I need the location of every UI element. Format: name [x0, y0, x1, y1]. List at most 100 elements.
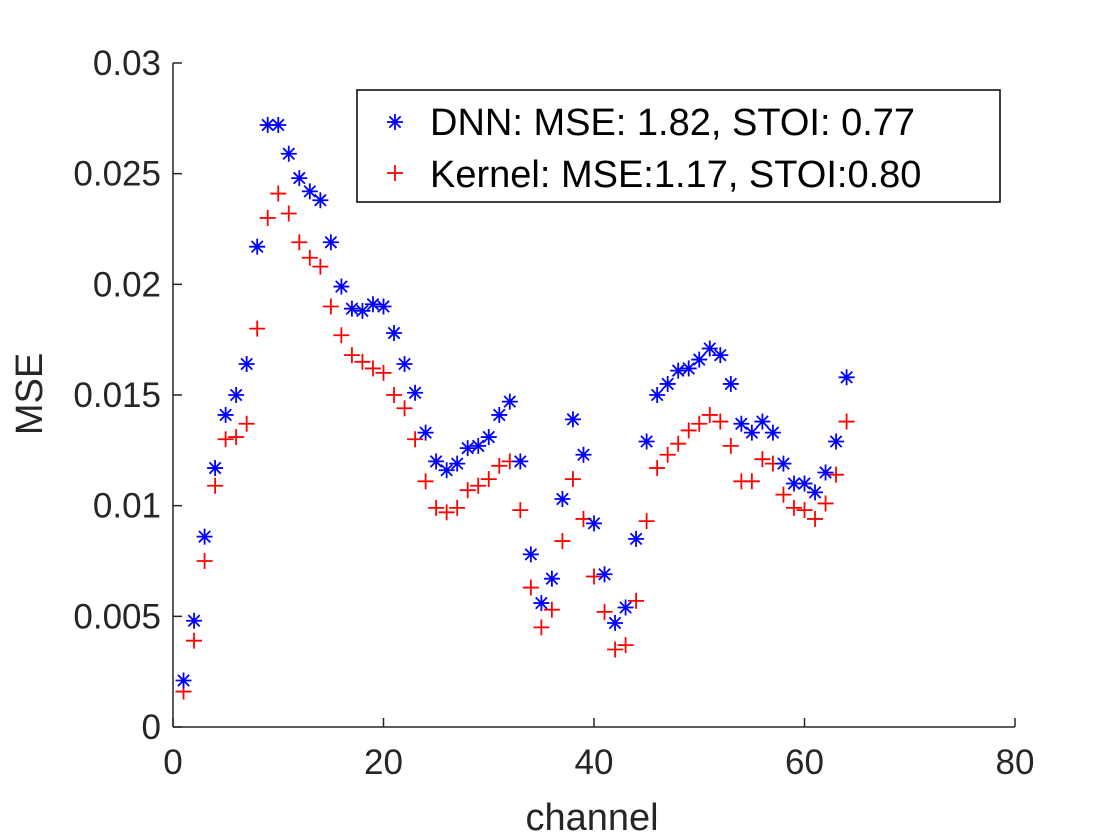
dnn-point — [417, 424, 434, 441]
kernel-point — [407, 431, 424, 448]
marker-stroke — [756, 415, 769, 428]
kernel-point — [754, 451, 771, 468]
kernel-point — [386, 387, 403, 403]
dnn-point — [659, 375, 676, 392]
marker-stroke — [240, 357, 253, 371]
marker-stroke — [566, 413, 580, 426]
y-tick-label: 0.005 — [73, 597, 161, 636]
dnn-point — [207, 460, 224, 477]
kernel-point — [775, 486, 792, 503]
dnn-point — [670, 362, 687, 379]
dnn-point — [343, 300, 360, 317]
dnn-point — [396, 356, 413, 373]
dnn-point — [607, 614, 624, 631]
kernel-point — [628, 592, 645, 609]
kernel-point — [186, 632, 203, 649]
marker-stroke — [377, 300, 390, 313]
kernel-point — [375, 364, 392, 381]
kernel-point — [396, 400, 413, 417]
kernel-point — [217, 431, 234, 448]
kernel-point — [743, 473, 760, 490]
marker-stroke — [587, 517, 601, 530]
marker-stroke — [303, 185, 317, 198]
kernel-point — [533, 619, 550, 636]
marker-stroke — [324, 235, 338, 249]
y-tick-label: 0.01 — [93, 487, 161, 526]
dnn-point — [554, 491, 571, 508]
dnn-point — [217, 406, 234, 423]
dnn-point — [586, 515, 602, 532]
x-axis-ticks: 0 20 40 60 80 — [163, 718, 1034, 782]
marker-stroke — [471, 439, 485, 453]
dnn-point — [596, 566, 613, 583]
dnn-point — [722, 375, 739, 392]
marker-stroke — [619, 601, 632, 614]
series-dnn — [175, 116, 855, 689]
marker-stroke — [419, 426, 432, 439]
kernel-point — [249, 320, 266, 337]
marker-stroke — [198, 530, 211, 543]
dnn-point — [291, 170, 308, 187]
dnn-point — [501, 393, 518, 410]
marker-stroke — [366, 297, 380, 311]
kernel-point — [438, 504, 455, 521]
kernel-point — [554, 533, 571, 550]
kernel-point — [817, 495, 834, 512]
marker-stroke — [840, 371, 853, 384]
dnn-point — [386, 325, 403, 342]
dnn-point — [680, 360, 697, 377]
legend-box — [356, 89, 1001, 203]
legend-plus-icon — [387, 165, 403, 181]
marker-stroke — [271, 118, 285, 132]
marker-stroke — [261, 118, 275, 132]
y-tick-label: 0.025 — [73, 155, 161, 194]
kernel-point — [586, 568, 602, 585]
x-tick-label: 40 — [575, 743, 614, 782]
kernel-point — [722, 437, 739, 454]
kernel-point — [480, 471, 497, 488]
kernel-point — [343, 347, 360, 364]
kernel-point — [607, 641, 624, 658]
marker-stroke — [692, 353, 706, 366]
dnn-point — [322, 234, 339, 251]
kernel-point — [701, 406, 718, 423]
kernel-point — [449, 499, 466, 516]
dnn-point — [280, 145, 297, 162]
dnn-point — [270, 116, 287, 133]
dnn-point — [375, 298, 392, 315]
dnn-point — [701, 340, 718, 357]
marker-stroke — [829, 435, 843, 448]
kernel-point — [270, 185, 287, 202]
dnn-point — [628, 530, 645, 547]
marker-stroke — [808, 486, 822, 499]
dnn-point — [364, 296, 381, 313]
kernel-point — [522, 579, 539, 596]
kernel-point — [807, 510, 824, 527]
marker-stroke — [293, 171, 306, 185]
marker-stroke — [250, 240, 264, 253]
y-tick-label: 0.02 — [93, 265, 161, 304]
marker-stroke — [408, 386, 422, 400]
kernel-point — [470, 477, 487, 494]
dnn-point — [733, 415, 750, 432]
marker-stroke — [629, 532, 643, 546]
dnn-point — [480, 429, 497, 446]
kernel-point — [312, 258, 329, 275]
dnn-point — [638, 433, 655, 450]
marker-stroke — [440, 463, 453, 477]
kernel-point — [649, 460, 666, 477]
legend: DNN: MSE: 1.82, STOI: 0.77 Kernel: MSE:1… — [356, 89, 1001, 203]
x-tick-label: 60 — [785, 743, 824, 782]
x-axis-label: channel — [525, 797, 658, 839]
kernel-point — [280, 205, 297, 222]
dnn-point — [691, 351, 708, 368]
y-tick-label: 0 — [142, 708, 161, 747]
kernel-point — [796, 502, 813, 519]
marker-stroke — [282, 147, 296, 161]
marker-stroke — [577, 448, 590, 462]
kernel-point — [322, 298, 339, 315]
marker-stroke — [208, 461, 222, 475]
marker-stroke — [787, 477, 801, 490]
legend-label-kernel: Kernel: MSE:1.17, STOI:0.80 — [430, 154, 921, 196]
x-tick-label: 80 — [996, 743, 1035, 782]
